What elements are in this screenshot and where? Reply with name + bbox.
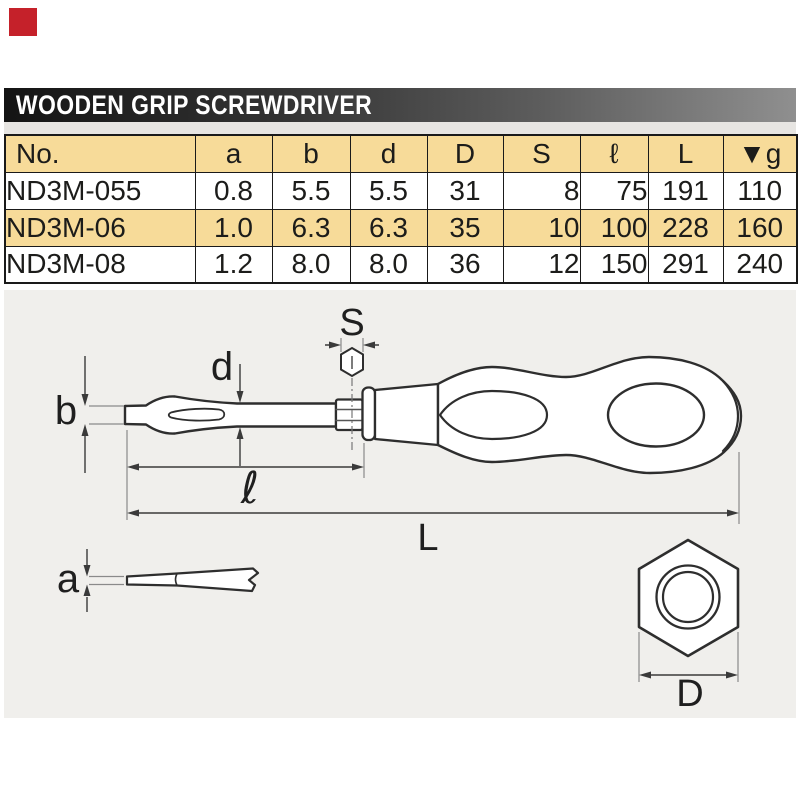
cell-dia: 31 [426,171,504,210]
cell-model: ND3M-055 [4,171,196,210]
dim-hex-width: S [325,302,379,452]
cell-total-length: 228 [647,208,724,247]
cell-a: 1.2 [194,245,273,284]
cell-model: ND3M-06 [4,208,196,247]
dim-label-handle-dia: D [676,673,703,715]
table-row-highlighted: ND3M-06 1.0 6.3 6.3 35 10 100 228 160 [4,208,798,247]
dim-label-blade-length: ℓ [240,463,259,514]
dim-tip-width: b [55,356,124,473]
cell-a: 1.0 [194,208,273,247]
dim-blade-length: ℓ [126,430,365,520]
cell-total-length: 191 [647,171,724,210]
dim-label-d: d [211,345,233,389]
brand-logo-mark [9,8,37,36]
cell-b: 8.0 [271,245,351,284]
cell-d: 6.3 [349,208,428,247]
table-row: ND3M-055 0.8 5.5 5.5 31 8 75 191 110 [4,171,798,210]
dim-label-s: S [339,302,364,344]
page-title: WOODEN GRIP SCREWDRIVER [15,89,373,120]
col-header-a: a [194,134,273,173]
cell-weight: 110 [722,171,798,210]
title-bar: WOODEN GRIP SCREWDRIVER [4,88,796,122]
dim-label-total-length: L [417,517,438,559]
diagram-background [4,290,796,718]
col-header-b: b [271,134,351,173]
dim-total-length: L [127,452,740,559]
col-header-d: d [349,134,428,173]
cell-b: 6.3 [271,208,351,247]
cell-blade-length: 150 [579,245,649,284]
cell-s: 8 [502,171,581,210]
blade-side-view [125,567,260,593]
cell-weight: 240 [722,245,798,284]
title-divider-strip [4,122,796,134]
cell-a: 0.8 [194,171,273,210]
dim-handle-dia: D [638,632,739,715]
dim-label-b: b [55,389,77,433]
cell-s: 10 [502,208,581,247]
col-header-blade-length: ℓ [579,134,649,173]
col-header-total-length: L [647,134,724,173]
cell-model: ND3M-08 [4,245,196,284]
cell-b: 5.5 [271,171,351,210]
col-header-s: S [502,134,581,173]
table-row: ND3M-08 1.2 8.0 8.0 36 12 150 291 240 [4,245,798,284]
handle-cross-section [637,538,740,658]
spec-table: No. a b d D S ℓ L ▼g ND3M-055 0.8 5.5 5.… [4,134,798,284]
cell-total-length: 291 [647,245,724,284]
cell-blade-length: 75 [579,171,649,210]
cell-d: 8.0 [349,245,428,284]
cell-weight: 160 [722,208,798,247]
col-header-no: No. [4,134,196,173]
cell-blade-length: 100 [579,208,649,247]
col-header-weight: ▼g [722,134,798,173]
dim-tip-thickness: a [57,549,124,612]
cell-s: 12 [502,245,581,284]
col-header-dia: D [426,134,504,173]
cell-dia: 36 [426,245,504,284]
screwdriver-side-view [123,355,743,475]
dim-label-a: a [57,557,80,601]
dim-shaft-dia: d [211,345,244,466]
table-header-row: No. a b d D S ℓ L ▼g [4,134,798,173]
cell-dia: 35 [426,208,504,247]
cell-d: 5.5 [349,171,428,210]
hex-shank-symbol [340,346,364,378]
